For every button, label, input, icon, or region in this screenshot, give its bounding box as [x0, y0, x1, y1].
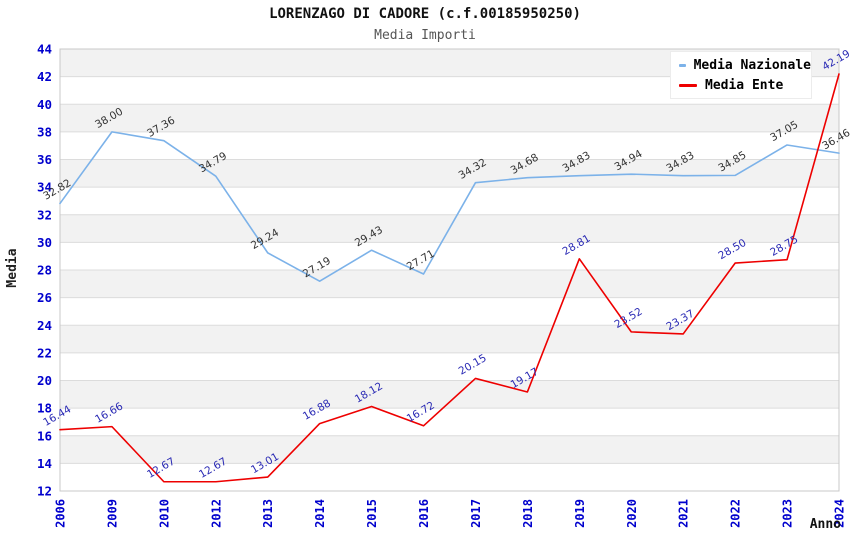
svg-text:2014: 2014: [313, 499, 327, 528]
legend-swatch-red-icon: [679, 83, 697, 87]
svg-text:20: 20: [37, 373, 52, 388]
svg-text:2020: 2020: [625, 499, 639, 528]
x-axis-tick-labels: 2006 2009 2010 2012 2013 2014 2015 2016 2017 2018…: [54, 499, 847, 528]
legend-swatch-blue-icon: [679, 63, 686, 67]
svg-text:2023: 2023: [781, 499, 795, 528]
legend-label: Media Nazionale: [693, 57, 811, 73]
plot-border: [59, 48, 840, 492]
svg-text:42: 42: [37, 69, 52, 84]
svg-text:2019: 2019: [573, 499, 587, 528]
svg-text:32: 32: [37, 207, 52, 222]
x-axis-title: Anno: [810, 517, 841, 532]
y-axis-title: Media: [5, 248, 20, 287]
svg-text:22: 22: [37, 345, 52, 360]
svg-text:14: 14: [37, 456, 52, 471]
axis-titles: Media Anno: [5, 248, 841, 532]
svg-text:2017: 2017: [469, 499, 483, 528]
svg-text:40: 40: [37, 97, 52, 112]
legend-item-media-ente: Media Ente: [679, 76, 811, 94]
series-line-media-nazionale: [59, 131, 840, 282]
svg-text:30: 30: [37, 235, 52, 250]
chart-title: LORENZAGO DI CADORE (c.f.00185950250): [269, 6, 581, 22]
svg-text:2021: 2021: [677, 499, 691, 528]
svg-text:44: 44: [37, 42, 52, 57]
svg-text:2009: 2009: [105, 499, 119, 528]
svg-text:18: 18: [37, 401, 52, 416]
svg-text:16: 16: [37, 428, 52, 443]
svg-text:34: 34: [37, 180, 52, 195]
svg-text:2018: 2018: [521, 499, 535, 528]
svg-text:36: 36: [37, 152, 52, 167]
svg-text:2022: 2022: [729, 499, 743, 528]
svg-text:28: 28: [37, 263, 52, 278]
legend: Media Nazionale Media Ente: [670, 51, 812, 99]
legend-label: Media Ente: [705, 77, 784, 93]
svg-text:2016: 2016: [417, 499, 431, 528]
svg-text:26: 26: [37, 290, 52, 305]
y-axis-tick-labels: 44 42 40 38 36 34 32 30 28 26 24 22 20 18 16 14 12: [37, 42, 52, 499]
chart-subtitle: Media Importi: [374, 28, 476, 43]
svg-text:38: 38: [37, 124, 52, 139]
svg-text:2012: 2012: [209, 499, 223, 528]
svg-text:2013: 2013: [261, 499, 275, 528]
series-line-media-ente: [59, 73, 840, 483]
svg-text:2015: 2015: [365, 499, 379, 528]
svg-text:2010: 2010: [157, 499, 171, 528]
svg-text:24: 24: [37, 318, 52, 333]
svg-text:2006: 2006: [54, 499, 68, 528]
legend-item-media-nazionale: Media Nazionale: [679, 56, 811, 74]
svg-text:2024: 2024: [833, 499, 847, 528]
svg-text:12: 12: [37, 484, 52, 499]
